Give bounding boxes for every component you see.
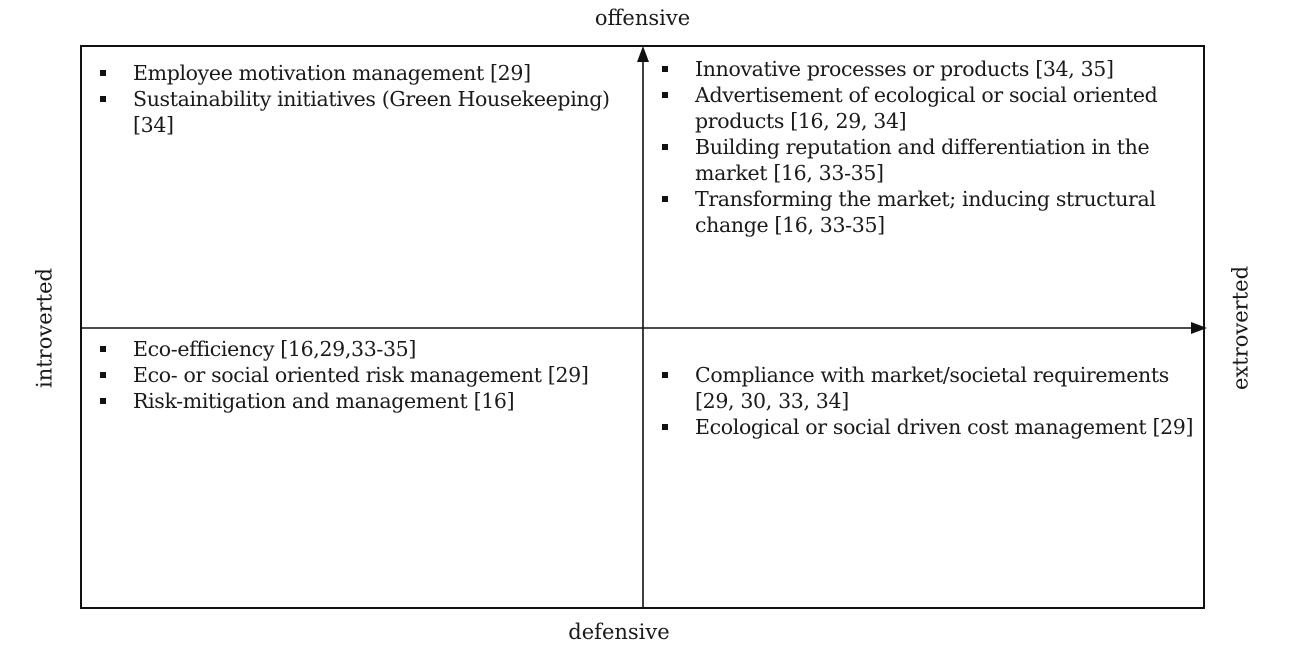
axis-label-offensive: offensive: [594, 6, 691, 30]
item-list: Innovative processes or products [34, 35…: [658, 56, 1198, 238]
bullet-icon: [662, 372, 668, 378]
bullet-icon: [662, 66, 668, 72]
list-item: Eco-efficiency [16,29,33-35]: [96, 336, 636, 362]
item-text: Risk-mitigation and management [16]: [133, 389, 515, 413]
list-item: Sustainability initiatives (Green Housek…: [96, 86, 636, 138]
bullet-icon: [662, 424, 668, 430]
bullet-icon: [100, 346, 106, 352]
list-item: Building reputation and differentiation …: [658, 134, 1198, 186]
bullet-icon: [100, 398, 106, 404]
item-list: Eco-efficiency [16,29,33-35] Eco- or soc…: [96, 336, 636, 414]
list-item: Employee motivation management [29]: [96, 60, 636, 86]
item-text: Employee motivation management [29]: [133, 61, 531, 85]
item-list: Employee motivation management [29] Sust…: [96, 60, 636, 138]
list-item: Transforming the market; inducing struct…: [658, 186, 1198, 238]
list-item: Ecological or social driven cost managem…: [658, 414, 1198, 440]
item-text: Transforming the market; inducing struct…: [695, 187, 1156, 237]
list-item: Advertisement of ecological or social or…: [658, 82, 1198, 134]
bullet-icon: [100, 372, 106, 378]
item-text: Innovative processes or products [34, 35…: [695, 57, 1114, 81]
item-text: Ecological or social driven cost managem…: [695, 415, 1194, 439]
item-list: Compliance with market/societal requirem…: [658, 362, 1198, 440]
bullet-icon: [100, 70, 106, 76]
list-item: Compliance with market/societal requirem…: [658, 362, 1198, 414]
axis-label-extroverted: extroverted: [1228, 265, 1253, 391]
quadrant-defensive-introverted: Eco-efficiency [16,29,33-35] Eco- or soc…: [96, 336, 636, 414]
quadrant-offensive-extroverted: Innovative processes or products [34, 35…: [658, 56, 1198, 238]
list-item: Innovative processes or products [34, 35…: [658, 56, 1198, 82]
bullet-icon: [100, 96, 106, 102]
bullet-icon: [662, 144, 668, 150]
item-text: Eco-efficiency [16,29,33-35]: [133, 337, 417, 361]
quadrant-offensive-introverted: Employee motivation management [29] Sust…: [96, 60, 636, 138]
item-text: Eco- or social oriented risk management …: [133, 363, 589, 387]
item-text: Building reputation and differentiation …: [695, 135, 1150, 185]
axis-label-introverted: introverted: [32, 267, 57, 389]
item-text: Advertisement of ecological or social or…: [695, 83, 1158, 133]
list-item: Eco- or social oriented risk management …: [96, 362, 636, 388]
quadrant-defensive-extroverted: Compliance with market/societal requirem…: [658, 362, 1198, 440]
item-text: Compliance with market/societal requirem…: [695, 363, 1169, 413]
bullet-icon: [662, 196, 668, 202]
bullet-icon: [662, 92, 668, 98]
axis-label-defensive: defensive: [568, 620, 670, 644]
list-item: Risk-mitigation and management [16]: [96, 388, 636, 414]
item-text: Sustainability initiatives (Green Housek…: [133, 87, 610, 137]
